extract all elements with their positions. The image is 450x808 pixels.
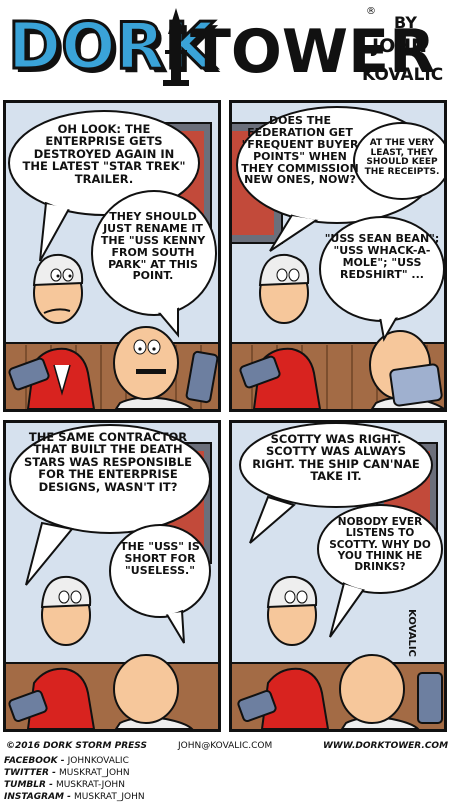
comic-footer: ©2016 DORK STORM PRESS JOHN@KOVALIC.COM … (0, 738, 450, 808)
panel-3-balloon-2: THE "USS" IS SHORT FOR "USELESS." (120, 540, 200, 577)
artist-signature: KOVALIC (406, 609, 417, 657)
copyright-notice: ©2016 DORK STORM PRESS (6, 741, 147, 751)
title-word-dork: DORK (8, 10, 217, 84)
social-network-label: FACEBOOK (4, 756, 58, 766)
byline-first-name: JOHN (370, 35, 427, 57)
panel-2-balloon-1: DOES THE FEDERATION GET "FREQUENT BUYER … (241, 114, 359, 187)
panel-1: OH LOOK: THE ENTERPRISE GETS DESTROYED A… (3, 100, 221, 412)
social-handle: MUSKRAT_JOHN (59, 768, 130, 778)
panel-2-balloon-3: "USS SEAN BEAN"; "USS WHACK-A-MOLE"; "US… (324, 232, 440, 281)
panel-3-balloon-1: THE SAME CONTRACTOR THAT BUILT THE DEATH… (24, 430, 192, 494)
panel-4: SCOTTY WAS RIGHT. SCOTTY WAS ALWAYS RIGH… (229, 420, 447, 732)
panel-1-balloon-2: THEY SHOULD JUST RENAME IT THE "USS KENN… (100, 210, 206, 283)
registered-mark: ® (366, 6, 376, 17)
panel-4-art (232, 423, 444, 729)
title-logo: DORK DORK TOWER ® BY JOHN KOVALIC (7, 6, 444, 88)
social-handle: MUSKRAT_JOHN (74, 792, 145, 802)
byline-last-name: KOVALIC (362, 65, 443, 85)
panel-2-balloon-2: AT THE VERY LEAST, THEY SHOULD KEEP THE … (364, 138, 440, 178)
panel-1-art (6, 103, 218, 409)
tower-icon (163, 8, 189, 86)
social-instagram[interactable]: INSTAGRAM - MUSKRAT_JOHN (4, 792, 145, 802)
comic-title-banner: DORK DORK TOWER ® BY JOHN KOVALIC (0, 0, 450, 92)
title-word-tower: TOWER (190, 17, 435, 87)
byline-by: BY (394, 13, 417, 32)
panel-3: THE SAME CONTRACTOR THAT BUILT THE DEATH… (3, 420, 221, 732)
panel-3-art (6, 423, 218, 729)
social-twitter[interactable]: TWITTER - MUSKRAT_JOHN (4, 768, 130, 778)
panel-2-art (232, 103, 444, 409)
social-tumblr[interactable]: TUMBLR - MUSKRAT-JOHN (4, 780, 125, 790)
social-network-label: TWITTER (4, 768, 49, 778)
social-network-label: TUMBLR (4, 780, 46, 790)
social-network-label: INSTAGRAM (4, 792, 65, 802)
panel-2: DOES THE FEDERATION GET "FREQUENT BUYER … (229, 100, 447, 412)
panel-4-balloon-1: SCOTTY WAS RIGHT. SCOTTY WAS ALWAYS RIGH… (252, 432, 420, 484)
social-handle: JOHNKOVALIC (67, 756, 129, 766)
panel-1-balloon-1: OH LOOK: THE ENTERPRISE GETS DESTROYED A… (22, 122, 186, 186)
social-facebook[interactable]: FACEBOOK - JOHNKOVALIC (4, 756, 129, 766)
social-handle: MUSKRAT-JOHN (55, 780, 125, 790)
contact-email-link[interactable]: JOHN@KOVALIC.COM (178, 741, 273, 751)
panel-4-balloon-2: NOBODY EVER LISTENS TO SCOTTY. WHY DO YO… (329, 516, 431, 574)
website-link[interactable]: WWW.DORKTOWER.COM (323, 741, 449, 751)
